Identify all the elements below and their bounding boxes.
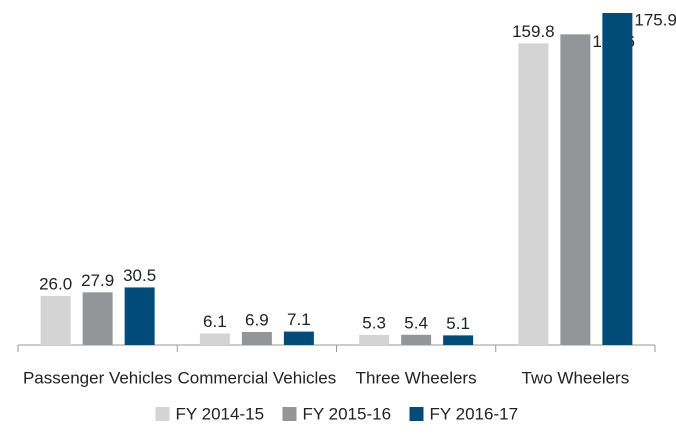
bar: [199, 333, 230, 345]
data-label: 175.9: [634, 10, 676, 29]
x-tick-label: Commercial Vehicles: [178, 368, 337, 387]
bar: [602, 13, 633, 345]
data-label: 26.0: [39, 274, 72, 293]
bar: [40, 295, 71, 345]
data-label: 6.9: [245, 310, 269, 329]
data-label: 5.4: [404, 313, 428, 332]
legend-label: FY 2014-15: [176, 404, 265, 423]
legend-swatch: [409, 407, 424, 421]
bar: [82, 292, 113, 345]
bar: [359, 334, 390, 345]
data-label: 159.8: [512, 22, 555, 41]
data-label: 6.1: [203, 312, 227, 331]
data-label: 5.1: [446, 314, 470, 333]
data-label: 30.5: [123, 266, 156, 285]
data-label: 7.1: [287, 310, 311, 329]
x-tick-label: Two Wheelers: [522, 368, 630, 387]
data-label: 5.3: [362, 313, 386, 332]
x-tick-label: Passenger Vehicles: [23, 368, 172, 387]
x-tick-label: Three Wheelers: [356, 368, 477, 387]
legend-label: FY 2015-16: [303, 404, 392, 423]
data-label: 27.9: [81, 271, 114, 290]
legend-swatch: [155, 407, 170, 421]
legend-label: FY 2016-17: [430, 404, 519, 423]
legend-swatch: [282, 407, 297, 421]
bar: [283, 331, 314, 345]
bar: [443, 335, 474, 345]
bar: [124, 287, 155, 345]
bar: [401, 334, 432, 345]
bar: [518, 43, 549, 345]
bar: [560, 34, 591, 345]
bar: [241, 331, 272, 345]
